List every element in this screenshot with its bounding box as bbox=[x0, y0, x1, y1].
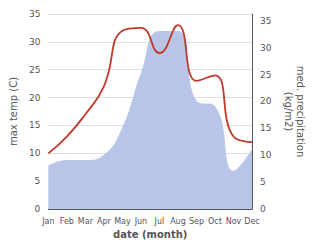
svg-text:20: 20 bbox=[29, 93, 41, 103]
svg-text:Jul: Jul bbox=[154, 217, 165, 226]
svg-text:med. precipitation: med. precipitation bbox=[295, 66, 306, 158]
svg-text:Jan: Jan bbox=[41, 217, 54, 226]
svg-text:35: 35 bbox=[29, 9, 40, 19]
svg-text:Apr: Apr bbox=[97, 217, 112, 226]
svg-text:10: 10 bbox=[260, 150, 272, 160]
svg-text:Jun: Jun bbox=[134, 217, 148, 226]
svg-text:0: 0 bbox=[35, 204, 41, 214]
svg-text:10: 10 bbox=[29, 148, 41, 158]
svg-text:20: 20 bbox=[260, 96, 272, 106]
svg-text:May: May bbox=[114, 217, 131, 226]
svg-text:max temp (C): max temp (C) bbox=[8, 77, 19, 146]
svg-text:15: 15 bbox=[260, 123, 271, 133]
svg-text:25: 25 bbox=[260, 70, 271, 80]
svg-text:date (month): date (month) bbox=[113, 229, 187, 240]
svg-text:0: 0 bbox=[260, 204, 266, 214]
svg-text:Sep: Sep bbox=[189, 217, 204, 226]
svg-text:(kg/m2): (kg/m2) bbox=[283, 92, 294, 132]
svg-text:30: 30 bbox=[29, 37, 41, 47]
svg-text:5: 5 bbox=[260, 177, 266, 187]
svg-text:Dec: Dec bbox=[244, 217, 259, 226]
svg-text:35: 35 bbox=[260, 16, 271, 26]
svg-text:25: 25 bbox=[29, 65, 40, 75]
svg-text:Oct: Oct bbox=[208, 217, 222, 226]
svg-text:Aug: Aug bbox=[170, 217, 186, 226]
svg-text:5: 5 bbox=[35, 176, 41, 186]
svg-text:15: 15 bbox=[29, 120, 40, 130]
svg-text:Feb: Feb bbox=[60, 217, 74, 226]
svg-text:30: 30 bbox=[260, 43, 272, 53]
svg-text:Nov: Nov bbox=[226, 217, 242, 226]
svg-text:Mar: Mar bbox=[78, 217, 94, 226]
